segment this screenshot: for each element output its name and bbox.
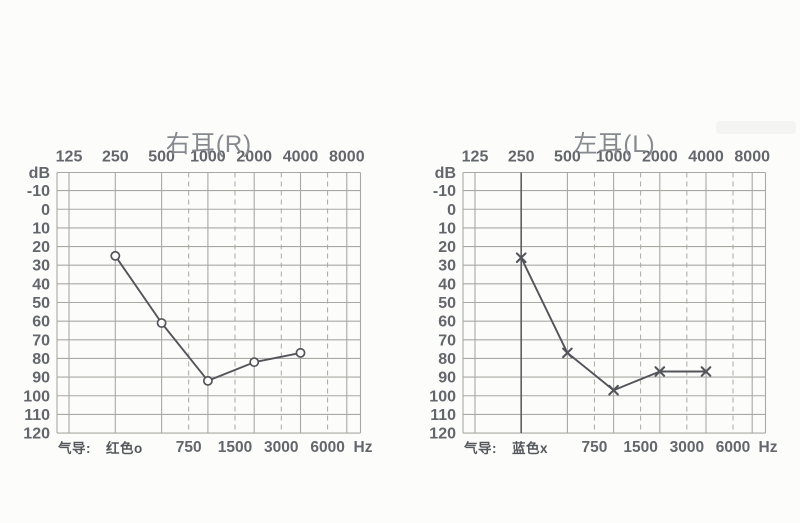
data-marker-x <box>515 252 527 264</box>
db-axis-title: dB <box>435 165 456 182</box>
freq-tick-label: 250 <box>102 149 129 166</box>
db-tick-label: 30 <box>32 258 50 275</box>
hz-unit-label: Hz <box>759 439 778 456</box>
data-marker-circle <box>202 375 213 386</box>
freq-tick-label-bottom: 750 <box>176 439 202 456</box>
scan-artifact <box>716 121 796 134</box>
db-tick-label: 60 <box>32 314 50 331</box>
legend-label-left-ear: 气导: <box>464 441 497 456</box>
db-tick-label: 0 <box>41 202 50 219</box>
freq-tick-label: 1000 <box>190 149 226 166</box>
db-tick-label: 40 <box>438 276 456 293</box>
db-tick-label: 10 <box>438 220 456 237</box>
legend-label-right-ear: 气导: <box>58 441 91 456</box>
data-marker-x <box>654 366 666 377</box>
freq-tick-label: 125 <box>56 149 83 166</box>
db-tick-label: 120 <box>23 426 50 443</box>
freq-tick-label: 500 <box>148 149 175 166</box>
chart-title-left-ear: 左耳(L) <box>573 131 656 158</box>
freq-tick-label: 1000 <box>596 149 632 166</box>
freq-tick-label-bottom: 6000 <box>716 439 750 456</box>
freq-tick-label: 8000 <box>734 149 770 166</box>
freq-tick-label-bottom: 3000 <box>264 439 298 456</box>
legend-left-ear: 气导: 蓝色x <box>464 437 548 457</box>
freq-tick-label: 4000 <box>283 149 319 166</box>
db-tick-label: 110 <box>24 407 50 424</box>
freq-tick-label: 2000 <box>642 149 678 166</box>
freq-tick-label-bottom: 1500 <box>623 439 657 456</box>
db-tick-label: 90 <box>438 370 456 387</box>
freq-tick-label: 8000 <box>329 149 365 166</box>
freq-tick-label-bottom: 1500 <box>218 439 252 456</box>
db-tick-label: 100 <box>429 388 456 405</box>
freq-tick-label: 250 <box>508 149 535 166</box>
freq-tick-label-bottom: 6000 <box>310 439 344 456</box>
data-marker-x <box>608 384 619 396</box>
db-tick-label: 70 <box>32 332 50 349</box>
data-marker-circle <box>295 347 306 358</box>
freq-tick-label: 125 <box>462 149 489 166</box>
data-marker-x <box>700 366 712 377</box>
legend-right-ear: 气导: 红色o <box>58 437 143 457</box>
freq-tick-label: 500 <box>554 149 581 166</box>
legend-value-right-ear: 红色o <box>106 441 143 456</box>
db-tick-label: -10 <box>27 183 50 200</box>
freq-tick-label-bottom: 3000 <box>670 439 704 456</box>
db-tick-label: 50 <box>32 295 50 312</box>
chart-title-right-ear: 右耳(R) <box>165 131 253 158</box>
db-tick-label: 20 <box>32 239 50 256</box>
freq-tick-label: 4000 <box>688 149 724 166</box>
db-tick-label: 80 <box>438 351 456 368</box>
hz-unit-label: Hz <box>354 439 373 456</box>
freq-tick-label-bottom: 750 <box>581 439 607 456</box>
db-tick-label: 20 <box>438 239 456 256</box>
db-axis-title: dB <box>29 165 50 182</box>
freq-tick-label: 2000 <box>236 149 272 166</box>
data-marker-circle <box>249 357 260 368</box>
legend-value-left-ear: 蓝色x <box>512 441 549 456</box>
db-tick-label: -10 <box>433 183 456 200</box>
db-tick-label: 60 <box>438 314 456 331</box>
db-tick-label: 110 <box>430 407 456 424</box>
db-tick-label: 40 <box>32 276 50 293</box>
db-tick-label: 100 <box>23 388 50 405</box>
db-tick-label: 70 <box>438 332 456 349</box>
db-tick-label: 30 <box>438 258 456 275</box>
db-tick-label: 10 <box>32 220 50 237</box>
data-marker-x <box>562 347 573 359</box>
db-tick-label: 90 <box>32 370 50 387</box>
db-tick-label: 50 <box>438 295 456 312</box>
db-tick-label: 80 <box>32 351 50 368</box>
data-marker-circle <box>110 250 121 261</box>
db-tick-label: 0 <box>447 202 456 219</box>
db-tick-label: 120 <box>429 426 456 443</box>
data-marker-circle <box>156 318 167 328</box>
